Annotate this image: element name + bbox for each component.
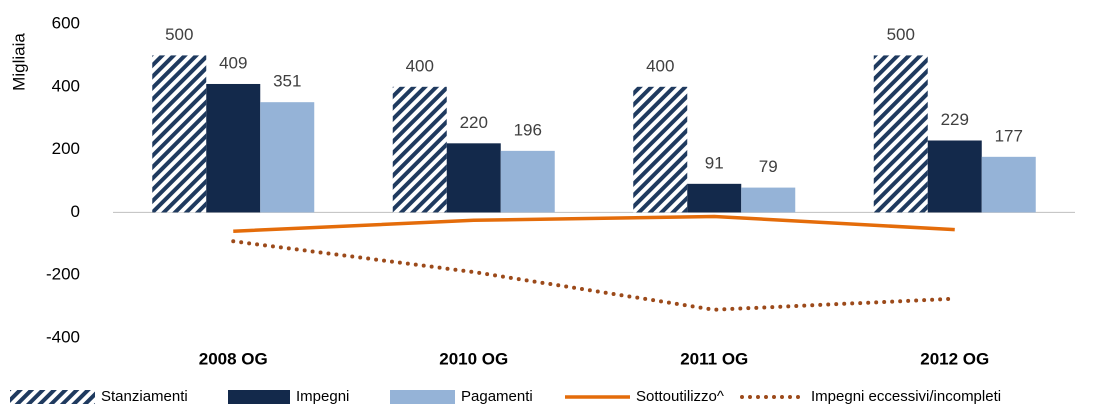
legend-swatch	[10, 390, 95, 404]
legend-swatch	[228, 390, 290, 404]
bar	[500, 150, 555, 213]
data-label: 229	[941, 110, 969, 129]
data-label: 91	[705, 153, 724, 172]
y-tick-label: -400	[46, 327, 80, 346]
data-label: 196	[514, 120, 542, 139]
bar	[633, 86, 688, 213]
legend-label: Impegni	[296, 388, 349, 405]
data-label: 400	[406, 56, 434, 75]
data-label: 351	[273, 72, 301, 91]
line	[231, 239, 957, 312]
line	[233, 214, 955, 233]
legend-label: Stanziamenti	[101, 388, 188, 405]
bar	[687, 183, 742, 213]
data-label: 409	[219, 53, 247, 72]
x-tick-label: 2010 OG	[439, 349, 508, 368]
legend-swatch	[390, 390, 455, 404]
data-label: 177	[995, 126, 1023, 145]
data-label: 79	[759, 157, 778, 176]
x-tick-label: 2011 OG	[680, 349, 748, 368]
legend-label: Pagamenti	[461, 388, 533, 405]
x-tick-label: 2008 OG	[199, 349, 268, 368]
y-axis-label: Migliaia	[9, 33, 28, 91]
y-tick-label: 400	[52, 76, 80, 95]
y-tick-label: 200	[52, 139, 80, 158]
bar	[152, 55, 207, 213]
bar	[260, 102, 315, 213]
legend-label: Sottoutilizzo^	[636, 388, 724, 405]
data-label: 500	[887, 25, 915, 44]
y-tick-label: -200	[46, 265, 80, 284]
legend-label: Impegni eccessivi/incompleti	[811, 388, 1001, 405]
y-tick-label: 0	[71, 202, 80, 221]
bar	[206, 83, 261, 213]
bar	[873, 55, 928, 213]
data-label: 220	[460, 113, 488, 132]
bar	[392, 86, 447, 213]
bar	[446, 143, 501, 213]
y-tick-label: 600	[52, 13, 80, 32]
data-label: 500	[165, 25, 193, 44]
bar	[927, 140, 982, 213]
data-label: 400	[646, 56, 674, 75]
bar	[741, 187, 796, 213]
bar	[981, 156, 1036, 213]
x-tick-label: 2012 OG	[920, 349, 989, 368]
